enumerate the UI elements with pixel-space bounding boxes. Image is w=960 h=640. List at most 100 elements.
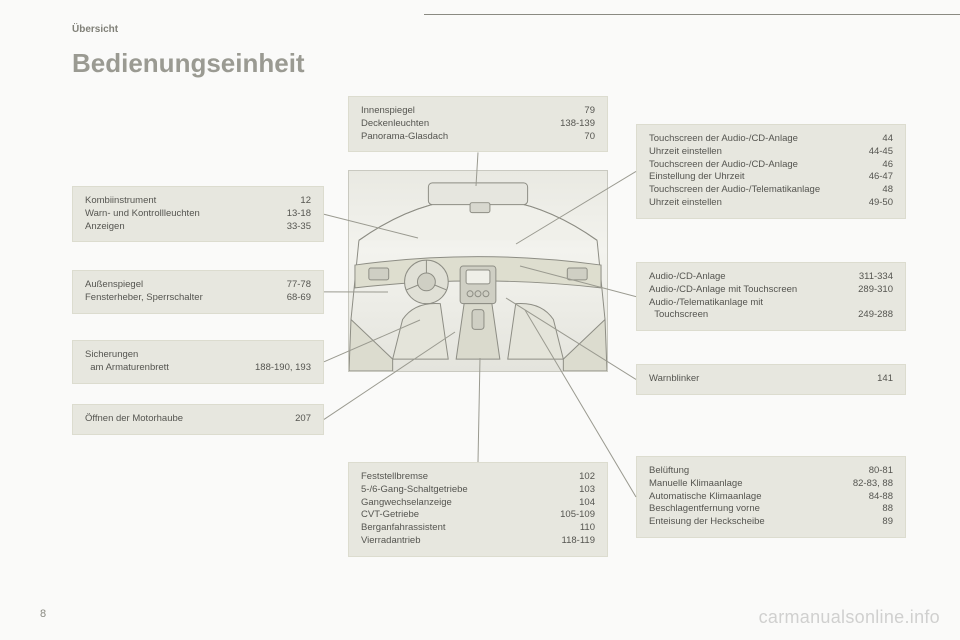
callout-label: Fensterheber, Sperrschalter [85,292,273,305]
callout-pages: 141 [877,373,893,386]
callout-pages: 48 [882,184,893,197]
callout-label: Touchscreen der Audio-/Telematikanlage [649,184,868,197]
callout-row: am Armaturenbrett188-190, 193 [85,362,311,375]
callout-pages: 68-69 [287,292,311,305]
callout-pages: 33-35 [287,221,311,234]
callout-pages: 82-83, 88 [853,478,893,491]
callout-row: Touchscreen der Audio-/Telematikanlage 48 [649,184,893,197]
callout-label: Beschlagentfernung vorne [649,503,868,516]
callout-pages: 249-288 [858,309,893,322]
callout-row: CVT-Getriebe 105-109 [361,509,595,522]
callout-label: Vierradantrieb [361,535,548,548]
callout-pages: 44-45 [869,146,893,159]
callout-row: Audio-/CD-Anlage311-334 [649,271,893,284]
callout-pages: 80-81 [869,465,893,478]
callout-label: Touchscreen [649,309,844,322]
callout-row: Einstellung der Uhrzeit 46-47 [649,171,893,184]
callout-pages: 207 [295,413,311,426]
callout-row: Audio-/CD-Anlage mit Touchscreen289-310 [649,284,893,297]
callout-pages: 118-119 [562,535,595,548]
callout-row: Warn- und Kontrollleuchten 13-18 [85,208,311,221]
callout-touchscreen-clock: Touchscreen der Audio-/CD-Anlage 44 Uhrzei… [636,124,906,219]
callout-row: Audio-/Telematikanlage mit [649,297,893,310]
callout-label: Belüftung [649,465,855,478]
callout-row: Deckenleuchten 138-139 [361,118,595,131]
callout-row: Automatische Klimaanlage 84-88 [649,491,893,504]
callout-row: Feststellbremse 102 [361,471,595,484]
callout-label: Innenspiegel [361,105,570,118]
callout-mirrors-windows: Außenspiegel77-78Fensterheber, Sperrscha… [72,270,324,314]
callout-pages: 49-50 [869,197,893,210]
callout-pages: 138-139 [560,118,595,131]
callout-audio: Audio-/CD-Anlage311-334Audio-/CD-Anlage … [636,262,906,331]
callout-row: Innenspiegel 79 [361,105,595,118]
callout-row: Berganfahrassistent 110 [361,522,595,535]
callout-label: Deckenleuchten [361,118,546,131]
callout-label: CVT-Getriebe [361,509,546,522]
callout-label: Berganfahrassistent [361,522,566,535]
callout-pages: 289-310 [858,284,893,297]
callout-pages: 44 [882,133,893,146]
callout-label: Automatische Klimaanlage [649,491,855,504]
callout-pages: 84-88 [869,491,893,504]
callout-row: Fensterheber, Sperrschalter 68-69 [85,292,311,305]
callout-row: Vierradantrieb 118-119 [361,535,595,548]
top-rule [424,14,960,15]
callout-row: Belüftung 80-81 [649,465,893,478]
callout-pages: 311-334 [859,271,893,284]
callout-label: Uhrzeit einstellen [649,146,855,159]
callout-pages: 12 [300,195,311,208]
callout-row: Touchscreen der Audio-/CD-Anlage46 [649,159,893,172]
callout-pages: 88 [882,503,893,516]
callout-row: Warnblinker 141 [649,373,893,386]
page-title: Bedienungseinheit [72,48,305,79]
callout-label: Touchscreen der Audio-/CD-Anlage [649,133,868,146]
callout-pages: 104 [579,497,595,510]
callout-fuses: Sicherungen am Armaturenbrett188-190, 19… [72,340,324,384]
callout-label: Panorama-Glasdach [361,131,570,144]
callout-transmission: Feststellbremse1025-/6-Gang-Schaltgetrie… [348,462,608,557]
callout-label: Warnblinker [649,373,863,386]
callout-label: Außenspiegel [85,279,273,292]
callout-pages: 79 [584,105,595,118]
callout-label: Feststellbremse [361,471,565,484]
callout-label: Sicherungen [85,349,297,362]
callout-pages: 110 [580,522,595,535]
dashboard-illustration [348,170,608,372]
callout-pages: 102 [579,471,595,484]
callout-pages: 46 [882,159,893,172]
callout-label: Anzeigen [85,221,273,234]
section-header: Übersicht [72,24,118,35]
callout-label: Audio-/Telematikanlage mit [649,297,879,310]
callout-pages: 105-109 [560,509,595,522]
callout-row: Anzeigen 33-35 [85,221,311,234]
callout-bonnet: Öffnen der Motorhaube 207 [72,404,324,435]
callout-label: Uhrzeit einstellen [649,197,855,210]
callout-row: Beschlagentfernung vorne 88 [649,503,893,516]
callout-row: Kombiinstrument 12 [85,195,311,208]
callout-label: am Armaturenbrett [85,362,241,375]
callout-interior-lighting: Innenspiegel 79 Deckenleuchten 138-139Panor… [348,96,608,152]
callout-pages: 89 [882,516,893,529]
callout-pages: 77-78 [287,279,311,292]
callout-row: 5-/6-Gang-Schaltgetriebe103 [361,484,595,497]
callout-label: Warn- und Kontrollleuchten [85,208,273,221]
callout-label: Kombiinstrument [85,195,286,208]
callout-label: Enteisung der Heckscheibe [649,516,868,529]
callout-climate: Belüftung 80-81 Manuelle Klimaanlage 82-83,… [636,456,906,538]
callout-label: 5-/6-Gang-Schaltgetriebe [361,484,565,497]
callout-row: Uhrzeit einstellen 49-50 [649,197,893,210]
callout-row: Außenspiegel 77-78 [85,279,311,292]
callout-label: Einstellung der Uhrzeit [649,171,855,184]
callout-label: Öffnen der Motorhaube [85,413,281,426]
callout-row: Touchscreen 249-288 [649,309,893,322]
callout-row: Panorama-Glasdach 70 [361,131,595,144]
callout-label: Gangwechselanzeige [361,497,565,510]
callout-pages: 46-47 [869,171,893,184]
callout-hazard: Warnblinker 141 [636,364,906,395]
callout-row: Gangwechselanzeige 104 [361,497,595,510]
callout-row: Enteisung der Heckscheibe 89 [649,516,893,529]
callout-pages: 70 [584,131,595,144]
callout-label: Manuelle Klimaanlage [649,478,839,491]
callout-pages: 13-18 [287,208,311,221]
